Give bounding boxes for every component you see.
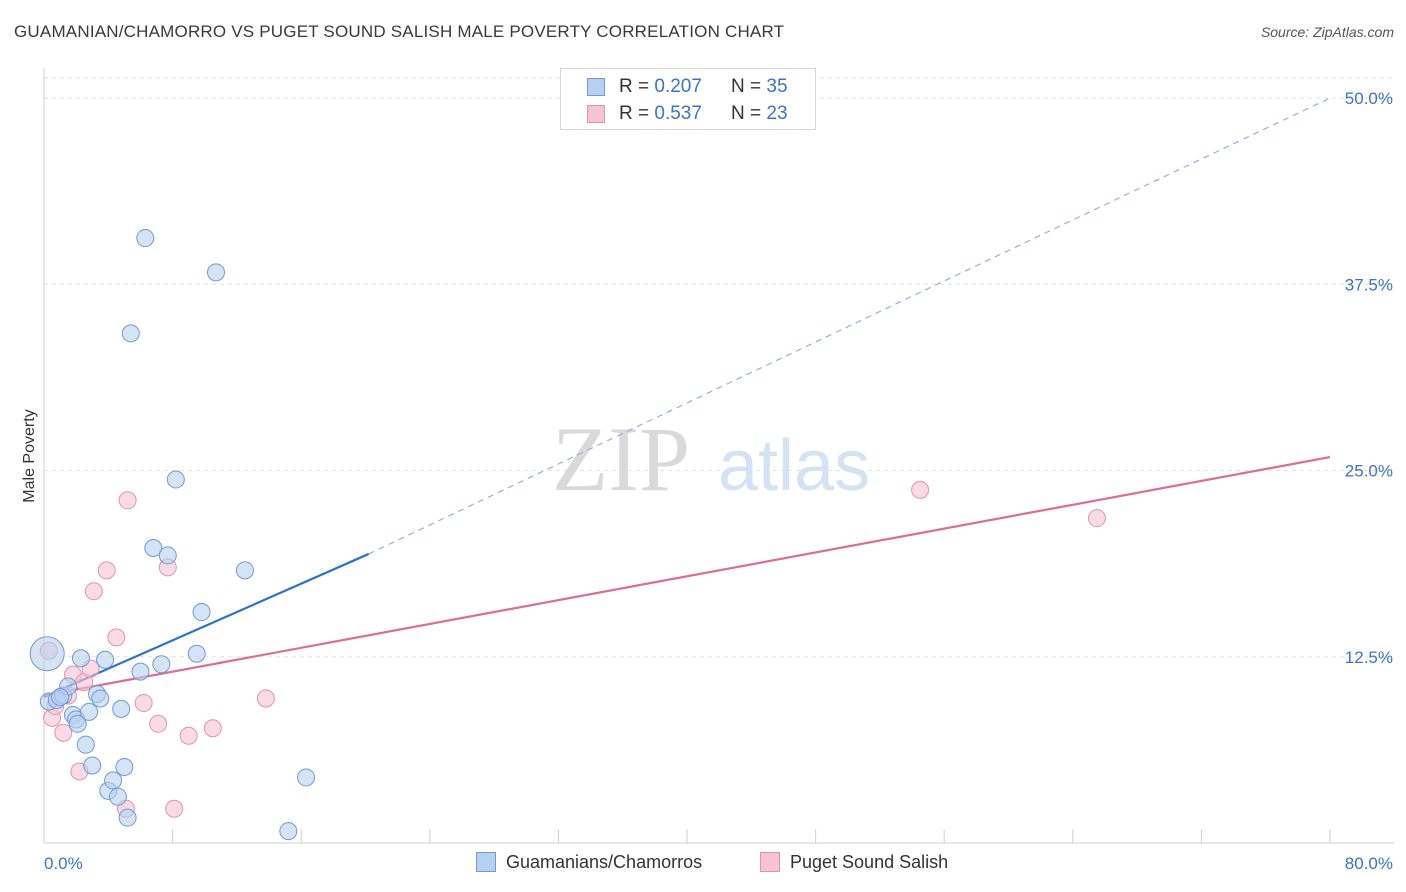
point-guamanian xyxy=(158,546,177,565)
legend-r-label: R = xyxy=(619,103,650,124)
legend-swatch-pink xyxy=(760,852,780,872)
legend-n-value: 23 xyxy=(766,103,788,124)
correlation-legend: R = 0.207 N = 35 R = 0.537 N = 23 xyxy=(560,68,816,130)
point-guamanian xyxy=(187,644,206,663)
point-salish xyxy=(179,726,198,745)
point-guamanian xyxy=(68,714,87,733)
source-label: Source: ZipAtlas.com xyxy=(1260,24,1394,40)
point-salish xyxy=(54,723,73,742)
point-guamanian xyxy=(29,636,65,672)
trend-line-salish xyxy=(43,456,1331,697)
point-salish xyxy=(1087,509,1106,528)
legend-n-value: 35 xyxy=(766,76,788,97)
point-salish xyxy=(107,628,126,647)
legend-r-value: 0.537 xyxy=(654,103,702,124)
point-guamanian xyxy=(207,263,226,282)
data-points xyxy=(29,229,1106,841)
watermark: ZIP atlas xyxy=(552,408,870,510)
legend-r: R = 0.207 xyxy=(619,76,702,98)
legend-label: Guamanians/Chamorros xyxy=(506,852,703,872)
point-salish xyxy=(97,561,116,580)
point-guamanian xyxy=(96,650,115,669)
point-guamanian xyxy=(166,470,185,489)
point-salish xyxy=(165,799,184,818)
legend-item-salish: Puget Sound Salish xyxy=(760,852,948,873)
point-guamanian xyxy=(91,689,110,708)
legend-n-label: N = xyxy=(731,76,762,97)
legend-swatch-pink xyxy=(587,105,605,123)
point-salish xyxy=(911,480,930,499)
point-guamanian xyxy=(297,768,316,787)
point-guamanian xyxy=(192,603,211,622)
legend-r-label: R = xyxy=(619,76,650,97)
watermark-atlas: atlas xyxy=(718,426,870,506)
y-tick-label: 25.0% xyxy=(1345,462,1393,481)
y-tick-label: 37.5% xyxy=(1345,275,1393,294)
x-tick-label-max: 80.0% xyxy=(1345,854,1393,873)
point-salish xyxy=(149,714,168,733)
legend-swatch-blue xyxy=(587,78,605,96)
point-guamanian xyxy=(76,735,95,754)
legend-swatch-blue xyxy=(476,852,496,872)
legend-r: R = 0.537 xyxy=(619,103,702,125)
point-guamanian xyxy=(131,662,150,681)
x-tick-label-min: 0.0% xyxy=(44,854,83,873)
legend-n: N = 35 xyxy=(731,76,788,98)
point-guamanian xyxy=(144,538,163,557)
trend-lines xyxy=(43,97,1331,698)
watermark-zip: ZIP xyxy=(552,408,690,510)
x-ticks xyxy=(172,829,1331,843)
point-salish xyxy=(203,719,222,738)
point-guamanian xyxy=(136,229,155,248)
point-salish xyxy=(84,582,103,601)
point-guamanian xyxy=(115,758,134,777)
legend-n: N = 23 xyxy=(731,103,788,125)
legend-n-label: N = xyxy=(731,103,762,124)
point-guamanian xyxy=(51,687,70,706)
legend-r-value: 0.207 xyxy=(654,76,702,97)
point-guamanian xyxy=(80,702,99,721)
point-guamanian xyxy=(118,808,137,827)
point-guamanian xyxy=(152,655,171,674)
point-guamanian xyxy=(83,756,102,775)
point-salish xyxy=(134,693,153,712)
legend-item-guamanians: Guamanians/Chamorros xyxy=(476,852,702,873)
chart-title: GUAMANIAN/CHAMORRO VS PUGET SOUND SALISH… xyxy=(14,22,785,41)
y-tick-label: 12.5% xyxy=(1345,648,1393,667)
point-guamanian xyxy=(71,649,90,668)
point-guamanian xyxy=(112,699,131,718)
y-tick-labels: 12.5% 25.0% 37.5% 50.0% xyxy=(1345,89,1393,667)
trend-line-guamanian-dashed xyxy=(368,97,1331,555)
legend-label: Puget Sound Salish xyxy=(790,852,949,872)
y-tick-label: 50.0% xyxy=(1345,89,1393,108)
point-guamanian xyxy=(235,561,254,580)
point-salish xyxy=(118,491,137,510)
point-guamanian xyxy=(108,787,127,806)
y-axis-label: Male Poverty xyxy=(21,409,38,502)
point-guamanian xyxy=(121,324,140,343)
point-salish xyxy=(256,689,275,708)
point-guamanian xyxy=(279,822,298,841)
point-guamanian xyxy=(104,771,123,790)
